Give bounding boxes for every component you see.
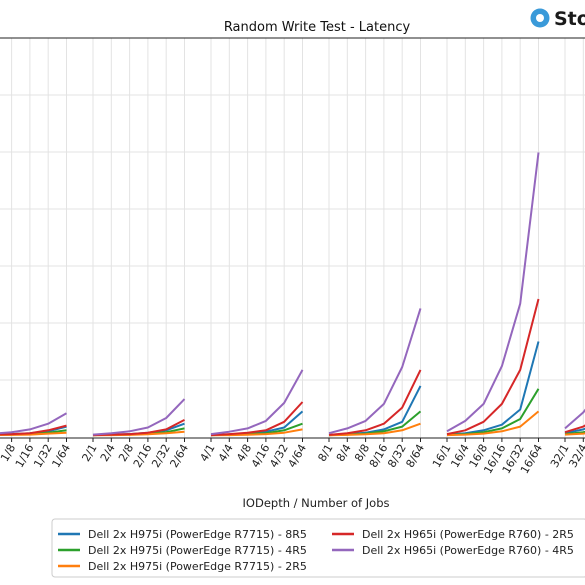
series-line-3-group-32 xyxy=(564,432,585,436)
x-tick-label: 2/4 xyxy=(98,442,118,464)
x-tick-label: 4/1 xyxy=(197,442,217,464)
x-tick-label: 4/64 xyxy=(285,442,309,470)
series-line-4-group-16 xyxy=(446,298,540,436)
x-tick-label: 8/64 xyxy=(403,442,427,470)
series-line-5-group-16 xyxy=(446,152,540,433)
series-line-4-group-1 xyxy=(0,424,67,436)
x-tick-label: 8/4 xyxy=(334,442,354,464)
logo: Sto xyxy=(530,8,585,30)
series-line-2-group-32 xyxy=(564,430,585,436)
x-tick-label: 4/16 xyxy=(249,442,273,470)
series-line-3-group-8 xyxy=(328,422,421,437)
logo-icon-inner xyxy=(536,14,544,22)
x-tick-label: 2/64 xyxy=(167,442,191,470)
series-line-1-group-32 xyxy=(564,427,585,435)
x-tick-labels: 1/41/81/161/321/642/12/42/82/162/322/644… xyxy=(0,438,585,476)
series-line-5-group-2 xyxy=(92,398,186,436)
legend-label-3: Dell 2x H975i (PowerEdge R7715) - 2R5 xyxy=(88,560,307,573)
series-line-5-group-4 xyxy=(210,369,304,436)
plot-frame xyxy=(0,37,585,439)
grid xyxy=(0,38,585,438)
series-line-4-group-2 xyxy=(92,419,185,437)
x-tick-label: 16/1 xyxy=(430,442,454,470)
series-line-4-group-32 xyxy=(564,424,585,434)
legend-label-4: Dell 2x H965i (PowerEdge R760) - 2R5 xyxy=(362,528,574,541)
series-line-5-group-8 xyxy=(328,308,422,435)
legend-label-5: Dell 2x H965i (PowerEdge R760) - 4R5 xyxy=(362,544,574,557)
x-tick-label: 32/1 xyxy=(548,442,572,470)
x-axis-title: IODepth / Number of Jobs xyxy=(243,496,390,510)
x-tick-label: 8/32 xyxy=(385,442,409,470)
x-tick-label: 8/16 xyxy=(367,442,391,470)
series-line-3-group-1 xyxy=(0,431,67,437)
series-line-5-group-32 xyxy=(564,408,585,430)
x-tick-label: 8/1 xyxy=(315,442,335,464)
series-line-4-group-8 xyxy=(328,369,422,436)
x-tick-label: 4/32 xyxy=(267,442,291,470)
x-tick-label: 1/64 xyxy=(49,442,73,470)
chart-title: Random Write Test - Latency xyxy=(224,20,411,35)
x-tick-label: 2/32 xyxy=(149,442,173,470)
series-line-3-group-16 xyxy=(446,410,540,437)
legend: Dell 2x H975i (PowerEdge R7715) - 8R5 Del… xyxy=(51,518,585,578)
series-lines xyxy=(0,152,585,437)
x-tick-label: 1/32 xyxy=(31,442,55,470)
x-tick-label: 16/4 xyxy=(448,442,472,470)
legend-label-1: Dell 2x H975i (PowerEdge R7715) - 8R5 xyxy=(88,528,307,541)
x-tick-label: 2/1 xyxy=(79,442,99,464)
logo-text: Sto xyxy=(554,8,585,30)
series-line-4-group-4 xyxy=(210,401,304,437)
x-tick-label: 4/4 xyxy=(216,442,236,464)
x-tick-label: 2/16 xyxy=(131,442,155,470)
legend-frame xyxy=(51,518,585,578)
series-line-5-group-1 xyxy=(0,412,67,435)
x-tick-label: 1/16 xyxy=(13,442,37,470)
legend-label-2: Dell 2x H975i (PowerEdge R7715) - 4R5 xyxy=(88,544,307,557)
x-tick-label: 32/4 xyxy=(566,442,585,470)
